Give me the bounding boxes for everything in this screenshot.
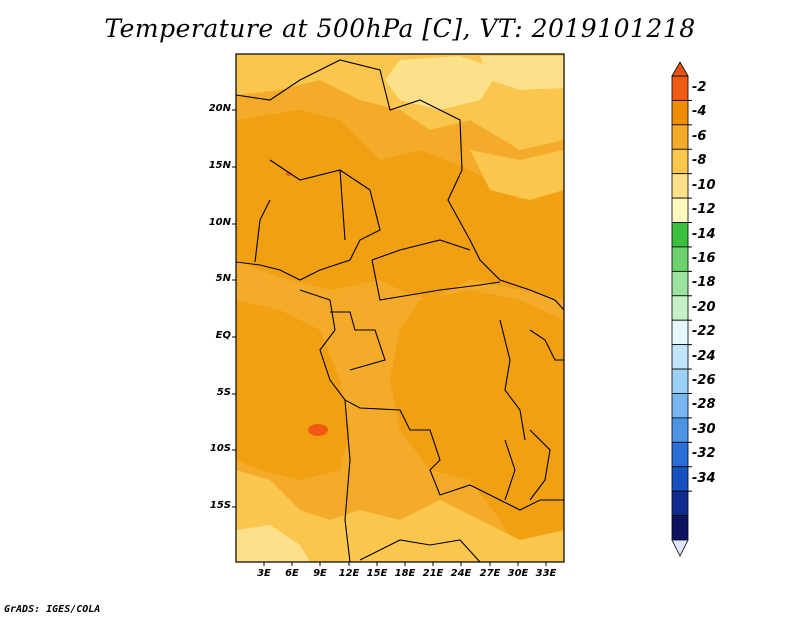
colorbar-label: -18 [692,275,716,291]
field-hot-spot-1 [308,424,328,436]
colorbar-segment [671,222,689,248]
field-warm-north [236,110,564,300]
colorbar-segment [671,75,689,101]
colorbar-segment [671,148,689,175]
y-tick-label: 5N [215,273,231,284]
x-tick-label: 30E [507,568,529,579]
colorbar-label: -32 [692,446,716,462]
field-coldest-sw [236,525,310,562]
colorbar-label: -20 [692,299,716,315]
colorbar-segment [671,368,689,394]
map-frame [235,53,565,563]
field-coldest-north [385,56,500,110]
x-tick-label: 12E [338,568,360,579]
x-tick-label: 24E [450,568,472,579]
colorbar-segment [671,295,689,321]
y-tick-label: 15N [208,160,231,171]
colorbar-segment [671,393,689,419]
colorbar-label: -4 [692,104,707,120]
colorbar-segment [671,124,689,150]
colorbar-segment [671,490,689,516]
colorbar [671,61,692,557]
colorbar-label: -8 [692,153,707,169]
field-coldest-ne [480,56,564,90]
x-tick-marks [263,562,547,566]
colorbar-top-arrow [671,61,689,77]
x-tick-label: 9E [313,568,327,579]
borders [236,59,564,562]
y-tick-marks [232,109,236,508]
colorbar-segment [671,515,689,541]
y-tick-label: 15S [209,500,231,511]
y-tick-label: 20N [208,103,231,114]
map-title: Temperature at 500hPa [C], VT: 201910121… [104,14,696,43]
colorbar-label: -12 [692,202,716,218]
colorbar-label: -24 [692,348,716,364]
x-tick-label: 3E [257,568,271,579]
x-tick-label: 33E [535,568,557,579]
colorbar-label: -30 [692,421,716,437]
colorbar-label: -16 [692,250,716,266]
field-warm-east [390,290,564,562]
y-tick-label: 5S [216,387,231,398]
temperature-field [236,54,564,562]
y-tick-label: EQ [215,330,231,341]
colorbar-label: -10 [692,177,716,193]
y-tick-label: 10N [208,217,231,228]
field-hot-spot-2 [286,172,292,176]
colorbar-segment [671,466,689,492]
colorbar-label: -34 [692,470,716,486]
colorbar-segment [671,100,689,126]
x-tick-label: 21E [422,568,444,579]
colorbar-label: -26 [692,373,716,389]
colorbar-segment [671,417,689,443]
colorbar-segment [671,246,689,272]
colorbar-label: -28 [692,397,716,413]
footer-credit: GrADS: IGES/COLA [4,604,101,615]
y-tick-label: 10S [209,443,231,454]
colorbar-label: -22 [692,324,716,340]
colorbar-segment [671,173,689,199]
field-cool-east [470,150,564,200]
colorbar-segment [671,197,689,223]
colorbar-segment [671,344,689,370]
colorbar-segment [671,319,689,346]
field-cool-south [236,470,564,562]
colorbar-bottom-arrow [671,539,689,557]
x-tick-label: 6E [285,568,299,579]
x-tick-label: 15E [366,568,388,579]
colorbar-segment [671,441,689,468]
x-tick-label: 27E [479,568,501,579]
colorbar-label: -6 [692,128,707,144]
x-tick-label: 18E [394,568,416,579]
colorbar-label: -2 [692,80,707,95]
colorbar-segment [671,270,689,297]
colorbar-label: -14 [692,226,716,242]
